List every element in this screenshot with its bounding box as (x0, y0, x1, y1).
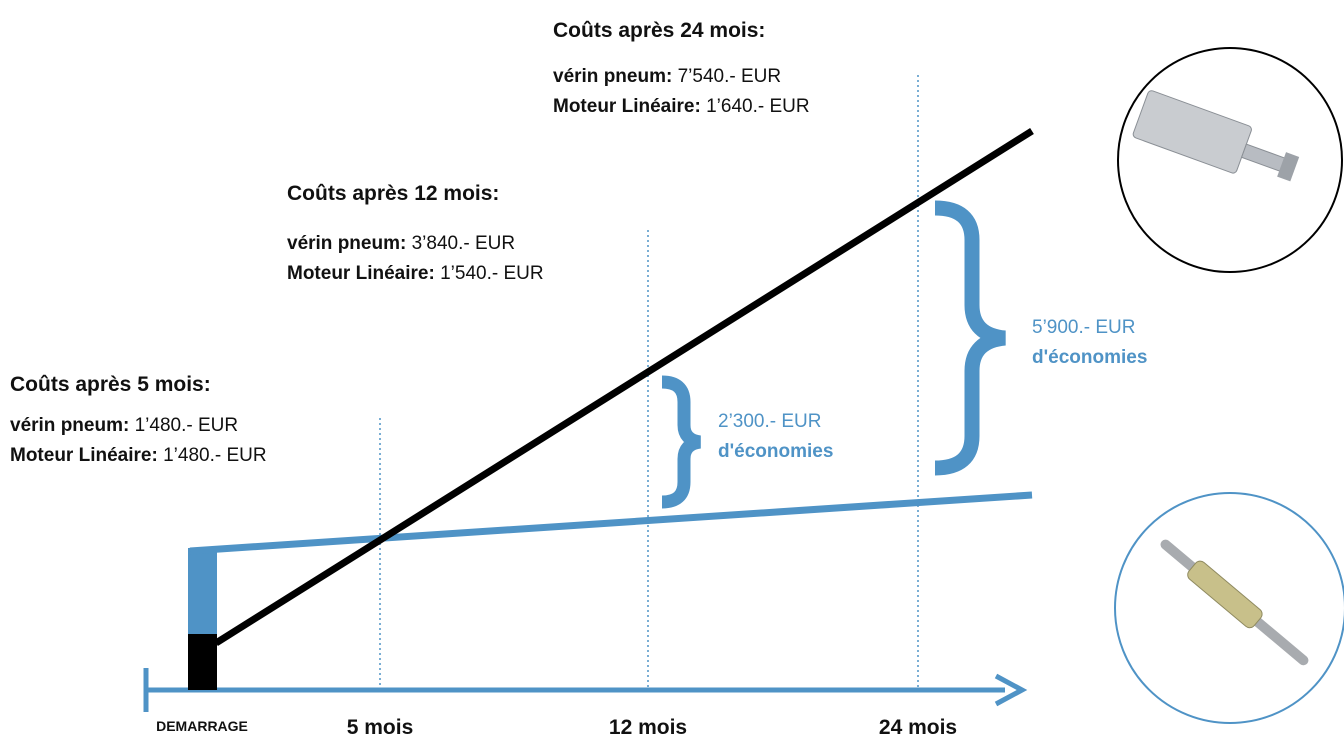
cost-row: Moteur Linéaire: 1’640.- EUR (553, 96, 810, 117)
axis-tick-label: 24 mois (879, 716, 957, 738)
start-bar-linear (188, 634, 217, 690)
savings-amount: 5’900.- EUR (1032, 317, 1136, 338)
cost-label: vérin pneum: (10, 415, 129, 436)
cost-value: 7’540.- EUR (678, 66, 782, 87)
savings-amount: 2’300.- EUR (718, 411, 822, 432)
cost-row: vérin pneum: 7’540.- EUR (553, 66, 781, 87)
savings-label: d'économies (1032, 347, 1147, 368)
infographic: Coûts après 24 mois: vérin pneum: 7’540.… (0, 0, 1344, 738)
cost-row: vérin pneum: 1’480.- EUR (10, 415, 238, 436)
savings-brace (662, 382, 700, 502)
cost-label: Moteur Linéaire: (553, 96, 701, 117)
savings-brace (935, 208, 1005, 468)
start-bar-pneumatic (188, 548, 217, 634)
cost-row: vérin pneum: 3’840.- EUR (287, 233, 515, 254)
pneumatic-line (216, 131, 1032, 643)
cost-value: 1’540.- EUR (440, 263, 544, 284)
milestone-title: Coûts après 5 mois: (10, 373, 211, 396)
cost-value: 1’640.- EUR (706, 96, 810, 117)
cost-row: Moteur Linéaire: 1’540.- EUR (287, 263, 544, 284)
linear-motor-line (190, 495, 1032, 551)
cost-label: vérin pneum: (553, 66, 672, 87)
cost-label: Moteur Linéaire: (287, 263, 435, 284)
axis-tick-label: 12 mois (609, 716, 687, 738)
cost-value: 1’480.- EUR (135, 415, 239, 436)
milestone-title: Coûts après 12 mois: (287, 182, 499, 205)
cost-label: Moteur Linéaire: (10, 445, 158, 466)
cost-row: Moteur Linéaire: 1’480.- EUR (10, 445, 267, 466)
cost-value: 3’840.- EUR (412, 233, 516, 254)
cost-label: vérin pneum: (287, 233, 406, 254)
milestone-title: Coûts après 24 mois: (553, 19, 765, 42)
axis-start-label: DEMARRAGE (156, 718, 248, 734)
cost-value: 1’480.- EUR (163, 445, 267, 466)
savings-label: d'économies (718, 441, 833, 462)
axis-tick-label: 5 mois (347, 716, 414, 738)
